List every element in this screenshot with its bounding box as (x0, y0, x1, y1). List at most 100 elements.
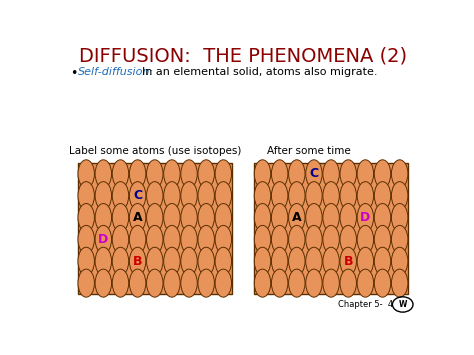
Ellipse shape (272, 269, 288, 297)
Ellipse shape (357, 182, 374, 210)
Ellipse shape (357, 203, 374, 231)
Ellipse shape (129, 247, 146, 275)
Ellipse shape (164, 269, 180, 297)
Ellipse shape (340, 225, 356, 253)
Ellipse shape (323, 160, 339, 188)
Ellipse shape (289, 160, 305, 188)
Ellipse shape (112, 182, 129, 210)
Ellipse shape (215, 225, 232, 253)
Ellipse shape (272, 225, 288, 253)
Ellipse shape (306, 269, 322, 297)
Ellipse shape (112, 269, 129, 297)
Ellipse shape (181, 247, 197, 275)
Ellipse shape (129, 269, 146, 297)
Ellipse shape (198, 269, 214, 297)
Ellipse shape (254, 182, 271, 210)
Ellipse shape (112, 203, 129, 231)
Ellipse shape (95, 247, 111, 275)
Text: W: W (399, 300, 407, 309)
Ellipse shape (198, 182, 214, 210)
Ellipse shape (289, 269, 305, 297)
Ellipse shape (198, 247, 214, 275)
Ellipse shape (181, 182, 197, 210)
Ellipse shape (323, 225, 339, 253)
Ellipse shape (198, 225, 214, 253)
Ellipse shape (289, 182, 305, 210)
Ellipse shape (112, 160, 129, 188)
Ellipse shape (272, 203, 288, 231)
Ellipse shape (392, 160, 408, 188)
Ellipse shape (340, 247, 356, 275)
Ellipse shape (254, 247, 271, 275)
Ellipse shape (289, 203, 305, 231)
Ellipse shape (78, 203, 94, 231)
Text: After some time: After some time (267, 146, 351, 156)
Ellipse shape (164, 247, 180, 275)
Ellipse shape (357, 160, 374, 188)
Text: A: A (133, 211, 142, 224)
Ellipse shape (306, 182, 322, 210)
Text: A: A (292, 211, 301, 224)
Ellipse shape (272, 160, 288, 188)
Text: Chapter 5-  4: Chapter 5- 4 (338, 300, 393, 309)
Text: D: D (360, 211, 371, 224)
Ellipse shape (392, 247, 408, 275)
Ellipse shape (164, 225, 180, 253)
Ellipse shape (323, 269, 339, 297)
Ellipse shape (374, 247, 391, 275)
Ellipse shape (254, 160, 271, 188)
Text: DIFFUSION:  THE PHENOMENA (2): DIFFUSION: THE PHENOMENA (2) (79, 47, 407, 66)
Bar (78, 163, 232, 294)
Ellipse shape (374, 203, 391, 231)
Ellipse shape (164, 160, 180, 188)
Ellipse shape (95, 269, 111, 297)
Ellipse shape (215, 247, 232, 275)
Ellipse shape (392, 203, 408, 231)
Ellipse shape (306, 247, 322, 275)
Ellipse shape (78, 160, 94, 188)
Ellipse shape (357, 269, 374, 297)
Ellipse shape (392, 182, 408, 210)
Ellipse shape (374, 160, 391, 188)
Text: B: B (133, 255, 142, 268)
Ellipse shape (198, 160, 214, 188)
Ellipse shape (129, 182, 146, 210)
Text: C: C (310, 167, 319, 180)
Ellipse shape (146, 160, 163, 188)
Ellipse shape (112, 247, 129, 275)
Ellipse shape (78, 247, 94, 275)
Ellipse shape (306, 225, 322, 253)
Ellipse shape (272, 182, 288, 210)
Ellipse shape (181, 269, 197, 297)
Ellipse shape (323, 203, 339, 231)
Ellipse shape (340, 182, 356, 210)
Text: In an elemental solid, atoms also migrate.: In an elemental solid, atoms also migrat… (135, 67, 377, 77)
Ellipse shape (95, 160, 111, 188)
Ellipse shape (254, 225, 271, 253)
Ellipse shape (340, 160, 356, 188)
Ellipse shape (215, 160, 232, 188)
Bar (254, 163, 408, 294)
Ellipse shape (374, 269, 391, 297)
Text: Label some atoms (use isotopes): Label some atoms (use isotopes) (69, 146, 241, 156)
Ellipse shape (289, 247, 305, 275)
Text: B: B (344, 255, 353, 268)
Ellipse shape (254, 269, 271, 297)
Ellipse shape (78, 269, 94, 297)
Ellipse shape (78, 225, 94, 253)
Text: •: • (70, 67, 78, 80)
Ellipse shape (95, 182, 111, 210)
Ellipse shape (323, 182, 339, 210)
Ellipse shape (306, 203, 322, 231)
Text: D: D (98, 233, 109, 246)
Ellipse shape (357, 247, 374, 275)
Ellipse shape (357, 225, 374, 253)
Ellipse shape (340, 269, 356, 297)
Ellipse shape (146, 225, 163, 253)
Ellipse shape (374, 182, 391, 210)
Text: Self-diffusion:: Self-diffusion: (78, 67, 154, 77)
Ellipse shape (374, 225, 391, 253)
Ellipse shape (323, 247, 339, 275)
Ellipse shape (95, 225, 111, 253)
Ellipse shape (272, 247, 288, 275)
